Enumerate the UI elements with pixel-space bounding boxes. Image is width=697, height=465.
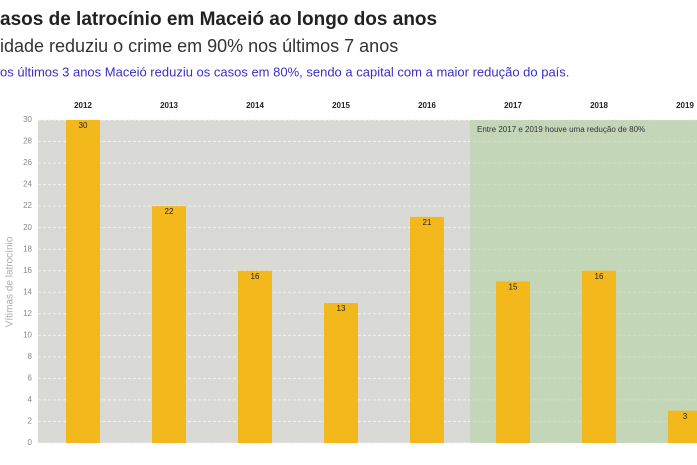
y-tick-label: 22	[23, 201, 32, 210]
y-tick-label: 24	[23, 180, 32, 189]
bar	[66, 120, 100, 443]
y-tick-label: 2	[28, 417, 33, 426]
bar	[152, 206, 186, 443]
y-tick-label: 28	[23, 137, 32, 146]
value-label: 15	[509, 283, 518, 292]
bar	[668, 410, 697, 443]
bar	[238, 270, 272, 443]
chart-note: os últimos 3 anos Maceió reduziu os caso…	[0, 64, 569, 79]
x-tick-label: 2013	[160, 101, 178, 110]
y-tick-label: 20	[23, 223, 32, 232]
y-tick-label: 4	[28, 395, 33, 404]
x-tick-label: 2014	[246, 101, 264, 110]
chart-title: asos de latrocínio em Maceió ao longo do…	[0, 9, 437, 30]
value-label: 13	[337, 304, 346, 313]
chart-subtitle: idade reduziu o crime em 90% nos últimos…	[0, 36, 398, 56]
y-tick-label: 12	[23, 309, 32, 318]
y-tick-label: 10	[23, 330, 32, 339]
x-tick-label: 2018	[590, 101, 608, 110]
bar	[410, 216, 444, 443]
y-tick-label: 0	[28, 438, 33, 447]
y-axis-label: Vítimas de latrocínio	[5, 236, 16, 327]
x-tick-label: 2015	[332, 101, 350, 110]
value-label: 22	[165, 207, 174, 216]
value-label: 30	[79, 121, 88, 130]
x-tick-label: 2019	[676, 101, 694, 110]
y-tick-label: 8	[28, 352, 33, 361]
value-label: 16	[595, 272, 604, 281]
y-tick-label: 16	[23, 266, 32, 275]
y-tick-label: 30	[23, 115, 32, 124]
bar	[582, 270, 616, 443]
value-label: 3	[683, 412, 688, 421]
x-tick-label: 2012	[74, 101, 92, 110]
y-tick-label: 14	[23, 287, 32, 296]
x-tick-label: 2016	[418, 101, 436, 110]
value-label: 21	[423, 218, 432, 227]
y-tick-label: 6	[28, 374, 33, 383]
bar	[324, 303, 358, 443]
y-tick-label: 18	[23, 244, 32, 253]
bar	[496, 281, 530, 443]
value-label: 16	[251, 272, 260, 281]
annotation: Entre 2017 e 2019 houve uma redução de 8…	[477, 125, 645, 134]
x-tick-label: 2017	[504, 101, 522, 110]
y-tick-label: 26	[23, 158, 32, 167]
